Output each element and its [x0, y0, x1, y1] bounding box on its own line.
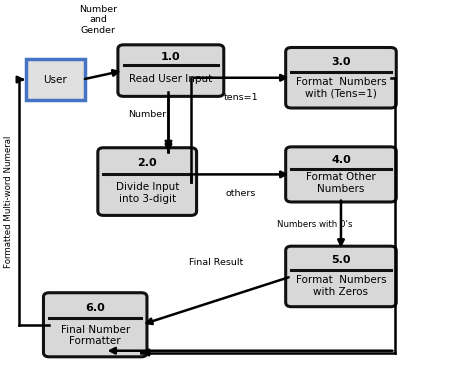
Text: User: User [43, 74, 67, 84]
Text: Format  Numbers
with (Tens=1): Format Numbers with (Tens=1) [296, 77, 386, 99]
Text: Number: Number [128, 110, 166, 119]
FancyBboxPatch shape [286, 147, 396, 202]
Text: Final Result: Final Result [189, 258, 244, 267]
Text: 6.0: 6.0 [85, 302, 105, 312]
Text: Format Other
Numbers: Format Other Numbers [306, 173, 376, 194]
Text: Read User Input: Read User Input [129, 74, 212, 84]
Text: 4.0: 4.0 [331, 155, 351, 165]
Text: tens=1: tens=1 [224, 93, 258, 102]
Text: 5.0: 5.0 [331, 255, 351, 265]
Text: 1.0: 1.0 [161, 52, 181, 62]
Text: Numbers with 0's: Numbers with 0's [277, 219, 353, 228]
Text: Formatted Multi-word Numeral: Formatted Multi-word Numeral [4, 136, 13, 268]
Text: Format  Numbers
with Zeros: Format Numbers with Zeros [296, 276, 386, 297]
FancyBboxPatch shape [44, 293, 147, 357]
Text: 2.0: 2.0 [137, 158, 157, 168]
FancyBboxPatch shape [286, 48, 396, 108]
FancyBboxPatch shape [98, 148, 197, 215]
Text: others: others [226, 189, 256, 198]
Text: Divide Input
into 3-digit: Divide Input into 3-digit [116, 182, 179, 203]
Text: Final Number
Formatter: Final Number Formatter [61, 324, 130, 346]
Text: 3.0: 3.0 [331, 57, 351, 67]
FancyBboxPatch shape [26, 59, 84, 100]
Text: Number
and
Gender: Number and Gender [79, 5, 117, 35]
FancyBboxPatch shape [286, 246, 396, 307]
FancyBboxPatch shape [118, 45, 224, 96]
